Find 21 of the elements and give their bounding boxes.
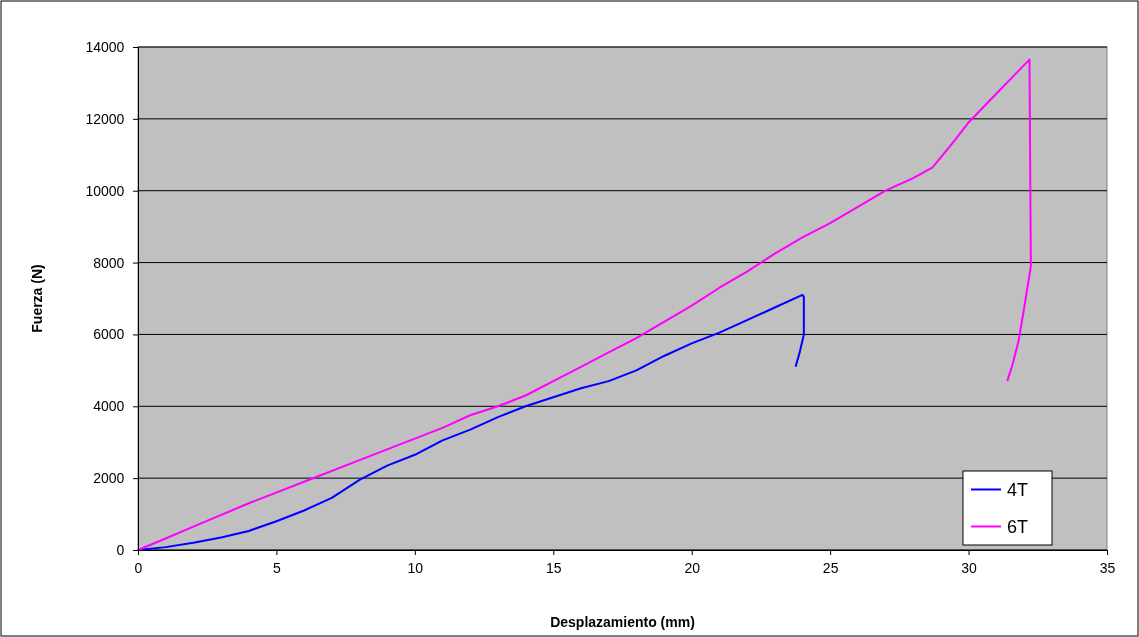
y-axis-title: Fuerza (N) (29, 264, 45, 333)
y-tick-label: 14000 (85, 38, 125, 55)
line-series (137, 58, 1032, 551)
y-tick-label: 4000 (93, 398, 125, 415)
x-tick-label: 20 (684, 560, 701, 577)
x-tick-label: 25 (822, 560, 839, 577)
x-tick-label: 30 (961, 560, 978, 577)
legend-label: 4T (1007, 479, 1029, 500)
x-tick-label: 15 (546, 560, 562, 577)
y-tick-label: 6000 (93, 326, 125, 343)
y-tick-label: 8000 (93, 254, 125, 271)
x-tick-label: 5 (273, 560, 282, 577)
x-axis-title: Desplazamiento (mm) (550, 614, 695, 630)
x-tick-label: 0 (134, 560, 143, 577)
legend-label: 6T (1007, 516, 1029, 537)
y-tick-label: 10000 (85, 182, 125, 199)
x-tick-label: 35 (1099, 560, 1116, 577)
x-tick-label: 10 (407, 560, 424, 577)
y-tick-label: 12000 (85, 110, 125, 127)
y-tick-label: 0 (116, 541, 125, 558)
y-tick-label: 2000 (93, 470, 125, 487)
